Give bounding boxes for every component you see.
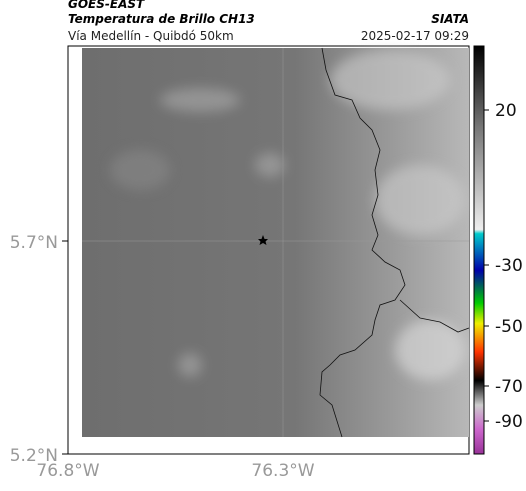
location-marker	[258, 235, 268, 245]
timestamp: 2025-02-17 09:29	[361, 29, 469, 43]
colorbar-label: -70	[495, 377, 523, 397]
colorbar-ticks	[484, 109, 489, 422]
lon-label: 76.8°W	[36, 461, 99, 481]
satellite: GOES-EAST	[68, 0, 145, 11]
coastline	[319, 47, 406, 438]
lat-label: 5.2°N	[10, 446, 58, 466]
colorbar-label: 20	[495, 101, 517, 121]
lon-label: 76.3°W	[251, 461, 314, 481]
colorbar-label: -90	[495, 412, 523, 432]
cloud-texture	[110, 50, 465, 380]
colorbar-label: -50	[495, 317, 523, 337]
colorbar-label: -30	[495, 256, 523, 276]
source: SIATA	[431, 12, 469, 26]
lat-label: 5.7°N	[10, 233, 58, 253]
title: Temperatura de Brillo CH13	[68, 12, 255, 26]
satellite-image	[82, 48, 469, 437]
subtitle: Vía Medellín - Quibdó 50km	[68, 29, 234, 43]
colorbar	[473, 45, 485, 455]
border	[399, 299, 470, 333]
